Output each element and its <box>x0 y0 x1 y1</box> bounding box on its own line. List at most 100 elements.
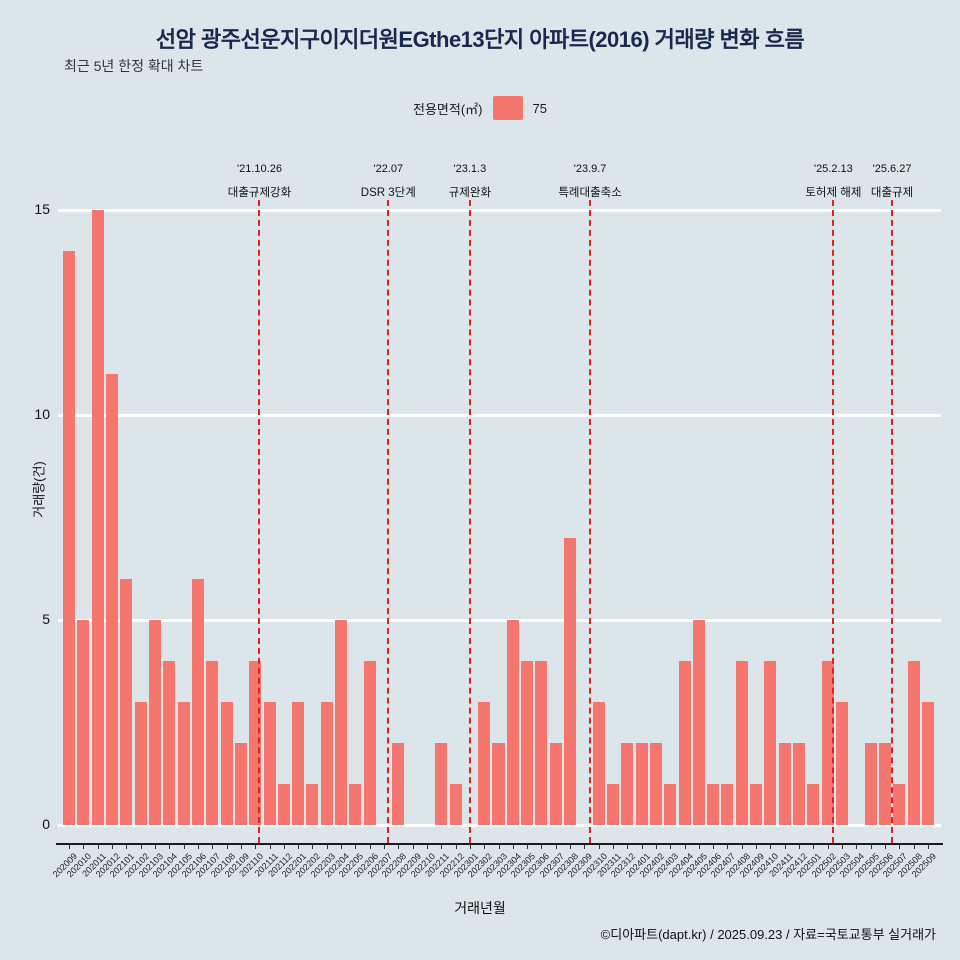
bar <box>91 210 104 825</box>
x-tick-mark <box>197 845 199 849</box>
x-tick-mark <box>140 845 142 849</box>
bar <box>63 251 76 825</box>
bar <box>335 620 348 825</box>
x-tick-mark <box>240 845 242 849</box>
x-tick-mark <box>655 845 657 849</box>
x-tick-mark <box>598 845 600 849</box>
x-tick-mark <box>527 845 529 849</box>
bar <box>793 743 806 825</box>
x-tick-mark <box>684 845 686 849</box>
bar <box>277 784 290 825</box>
bar <box>320 702 333 825</box>
bar <box>177 702 190 825</box>
x-tick-mark <box>298 845 300 849</box>
bar <box>106 374 119 825</box>
x-tick-mark <box>813 845 815 849</box>
annotation-label: 토허제 해제 <box>805 187 862 199</box>
x-tick-mark <box>856 845 858 849</box>
bar <box>835 702 848 825</box>
y-axis-label: 거래량(건) <box>31 461 47 518</box>
annotation-date: '23.9.7 <box>573 163 607 175</box>
x-tick-mark <box>784 845 786 849</box>
bar <box>750 784 763 825</box>
x-tick-mark <box>756 845 758 849</box>
bar <box>492 743 505 825</box>
x-tick-mark <box>870 845 872 849</box>
gridline-0 <box>58 823 941 827</box>
bar <box>206 661 219 825</box>
bar <box>478 702 491 825</box>
bar <box>864 743 877 825</box>
bar <box>564 538 577 825</box>
bar <box>735 661 748 825</box>
bar <box>692 620 705 825</box>
x-tick-mark <box>269 845 271 849</box>
x-tick-mark <box>226 845 228 849</box>
x-tick-mark <box>469 845 471 849</box>
annotation-line-6 <box>891 200 894 843</box>
x-tick-mark <box>570 845 572 849</box>
x-tick-mark <box>884 845 886 849</box>
annotation-label: 대출규제강화 <box>227 187 292 199</box>
bar <box>220 702 233 825</box>
x-tick-mark <box>441 845 443 849</box>
bar <box>778 743 791 825</box>
bar <box>621 743 634 825</box>
annotation-label: 규제완화 <box>448 187 492 199</box>
y-tick-label: 10 <box>34 406 50 422</box>
bar <box>435 743 448 825</box>
bar <box>721 784 734 825</box>
x-tick-mark <box>412 845 414 849</box>
x-tick-mark <box>612 845 614 849</box>
x-tick-mark <box>827 845 829 849</box>
x-tick-mark <box>455 845 457 849</box>
bar <box>764 661 777 825</box>
x-tick-mark <box>512 845 514 849</box>
annotation-date: '21.10.26 <box>237 163 282 175</box>
annotation-line-2 <box>387 200 390 843</box>
legend-swatch <box>492 96 523 120</box>
bar <box>234 743 247 825</box>
gridline-5 <box>58 618 941 622</box>
chart-subtitle: 최근 5년 한정 확대 차트 <box>64 58 204 74</box>
x-tick-mark <box>555 845 557 849</box>
bar <box>263 702 276 825</box>
x-tick-mark <box>484 845 486 849</box>
x-tick-mark <box>426 845 428 849</box>
x-tick-mark <box>398 845 400 849</box>
gridline-10 <box>58 413 941 417</box>
bar <box>635 743 648 825</box>
bar <box>521 661 534 825</box>
x-tick-mark <box>97 845 99 849</box>
x-axis-line <box>56 843 943 845</box>
x-tick-mark <box>355 845 357 849</box>
legend-value: 75 <box>532 100 547 116</box>
x-tick-mark <box>799 845 801 849</box>
x-tick-mark <box>841 845 843 849</box>
bar <box>306 784 319 825</box>
bar <box>191 579 204 825</box>
bar <box>893 784 906 825</box>
x-tick-mark <box>83 845 85 849</box>
legend: 전용면적(㎡) 75 <box>0 96 960 120</box>
x-tick-mark <box>727 845 729 849</box>
bar <box>707 784 720 825</box>
x-tick-mark <box>670 845 672 849</box>
y-tick-label: 5 <box>42 611 50 627</box>
x-tick-mark <box>341 845 343 849</box>
legend-label: 전용면적(㎡) <box>413 101 483 117</box>
bar <box>506 620 519 825</box>
x-tick-mark <box>698 845 700 849</box>
annotation-label: 특례대출축소 <box>558 187 622 199</box>
x-tick-mark <box>283 845 285 849</box>
bar <box>821 661 834 825</box>
x-tick-mark <box>126 845 128 849</box>
x-tick-mark <box>255 845 257 849</box>
x-tick-mark <box>641 845 643 849</box>
x-tick-mark <box>369 845 371 849</box>
y-tick-label: 15 <box>34 201 50 217</box>
x-tick-mark <box>627 845 629 849</box>
footer-credit: ©디아파트(dapt.kr) / 2025.09.23 / 자료=국토교통부 실… <box>600 927 936 942</box>
bar <box>292 702 305 825</box>
bar <box>249 661 262 825</box>
